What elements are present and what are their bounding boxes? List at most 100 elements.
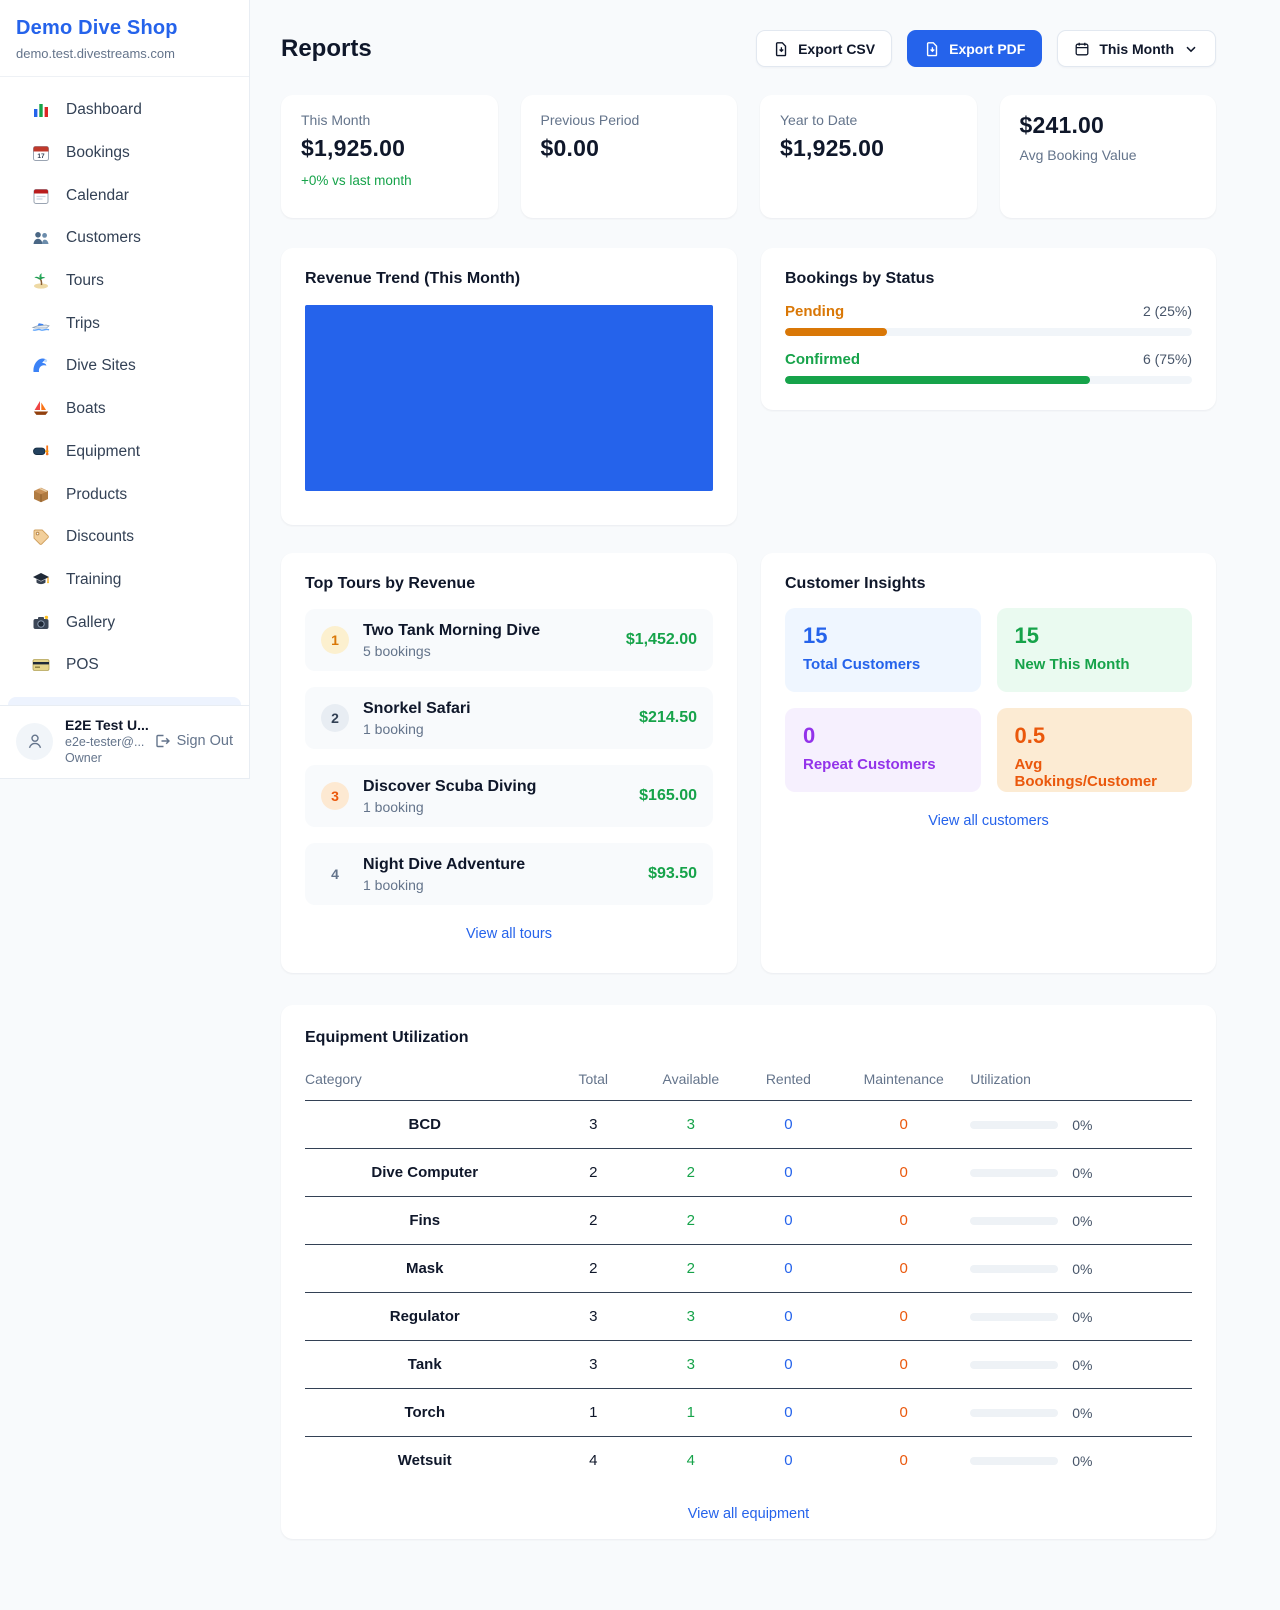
- utilization-bar: [970, 1168, 1059, 1177]
- rank-badge: 2: [321, 704, 349, 732]
- table-row: Fins 2 2 0 0 0%: [305, 1196, 1192, 1245]
- status-bar-confirmed: [785, 376, 1192, 384]
- file-download-icon: [927, 41, 938, 56]
- tour-bookings: 1 booking: [363, 720, 424, 737]
- user-role: Owner: [65, 751, 102, 765]
- calendar-date-icon: 17: [31, 143, 51, 163]
- table-row: Torch 1 1 0 0 0%: [305, 1388, 1192, 1437]
- table-row: Regulator 3 3 0 0 0%: [305, 1292, 1192, 1341]
- tile-total-customers: 15 Total Customers: [785, 608, 981, 692]
- tour-row[interactable]: 2 Snorkel Safari 1 booking $214.50: [305, 687, 713, 749]
- person-icon: [28, 734, 41, 749]
- tour-name: Two Tank Morning Dive: [363, 621, 541, 639]
- stat-cards: This Month $1,925.00 +0% vs last month P…: [281, 95, 1216, 218]
- tile-new-this-month: 15 New This Month: [996, 608, 1192, 692]
- credit-card-icon: [31, 655, 51, 675]
- users-icon: [31, 228, 51, 248]
- charts-row: Revenue Trend (This Month) Bookings by S…: [281, 248, 1216, 525]
- graduation-cap-icon: [31, 570, 51, 590]
- utilization-bar: [970, 1360, 1059, 1369]
- status-label: Confirmed: [785, 351, 860, 368]
- tour-row[interactable]: 1 Two Tank Morning Dive 5 bookings $1,45…: [305, 609, 713, 671]
- shop-domain: demo.test.divestreams.com: [16, 46, 175, 61]
- tour-amount: $214.50: [639, 709, 697, 726]
- shop-name[interactable]: Demo Dive Shop: [16, 17, 178, 39]
- customer-insights-card: Customer Insights 15 Total Customers 15 …: [761, 553, 1216, 973]
- sidebar-item-pos[interactable]: POS: [8, 644, 241, 687]
- svg-text:17: 17: [37, 153, 45, 160]
- revenue-trend-title: Revenue Trend (This Month): [305, 270, 521, 287]
- table-row: BCD 3 3 0 0 0%: [305, 1100, 1192, 1149]
- view-all-tours-link[interactable]: View all tours: [466, 926, 552, 942]
- tour-name: Night Dive Adventure: [363, 855, 526, 873]
- tag-icon: [31, 527, 51, 547]
- view-all-equipment-link[interactable]: View all equipment: [687, 1505, 810, 1522]
- sailboat-icon: [31, 399, 51, 419]
- view-all-customers-link[interactable]: View all customers: [928, 813, 1049, 829]
- main-content: Reports Export CSV Export PDF This Month: [281, 0, 1216, 1539]
- utilization-bar: [970, 1264, 1059, 1273]
- brand[interactable]: Demo Dive Shop demo.test.divestreams.com: [0, 0, 249, 77]
- sidebar-item-training[interactable]: Training: [8, 559, 241, 602]
- bookings-by-status-title: Bookings by Status: [785, 270, 935, 287]
- status-bar-pending: [785, 328, 1192, 336]
- sidebar-item-bookings[interactable]: 17 Bookings: [8, 132, 241, 175]
- user-panel: E2E Test U... e2e-tester@... Owner Sign …: [0, 705, 249, 778]
- tour-row[interactable]: 4 Night Dive Adventure 1 booking $93.50: [305, 843, 713, 905]
- tour-name: Discover Scuba Diving: [363, 777, 537, 795]
- tile-avg-bookings-customer: 0.5 Avg Bookings/Customer: [996, 708, 1192, 792]
- stat-card-year-to-date: Year to Date $1,925.00: [760, 95, 977, 218]
- sidebar-item-products[interactable]: Products: [8, 473, 241, 516]
- tour-name: Snorkel Safari: [363, 699, 471, 717]
- island-icon: [31, 271, 51, 291]
- sidebar-item-gallery[interactable]: Gallery: [8, 601, 241, 644]
- tour-amount: $165.00: [639, 787, 697, 804]
- equipment-table: Category Total Available Rented Maintena…: [305, 1063, 1192, 1485]
- chevron-down-icon: [1186, 46, 1196, 52]
- sidebar-item-tours[interactable]: Tours: [8, 260, 241, 303]
- sidebar: Demo Dive Shop demo.test.divestreams.com…: [0, 0, 250, 779]
- period-select[interactable]: This Month: [1057, 30, 1216, 67]
- status-row-confirmed: Confirmed 6 (75%): [785, 351, 1192, 368]
- speedboat-icon: [31, 314, 51, 334]
- page-title: Reports: [281, 34, 372, 62]
- equipment-table-header: Category Total Available Rented Maintena…: [305, 1063, 1192, 1101]
- table-row: Wetsuit 4 4 0 0 0%: [397, 1452, 1093, 1470]
- table-row: Mask 2 2 0 0 0%: [305, 1244, 1192, 1293]
- sidebar-item-calendar[interactable]: Calendar: [8, 174, 241, 217]
- sidebar-item-trips[interactable]: Trips: [8, 302, 241, 345]
- file-download-icon: [775, 41, 787, 56]
- export-csv-button[interactable]: Export CSV: [756, 30, 893, 67]
- export-pdf-button[interactable]: Export PDF: [907, 30, 1043, 67]
- sidebar-item-dive-sites[interactable]: Dive Sites: [8, 345, 241, 388]
- utilization-bar: [970, 1456, 1059, 1465]
- status-bar-fill: [785, 376, 1091, 384]
- sidebar-item-equipment[interactable]: Equipment: [8, 431, 241, 474]
- tile-repeat-customers: 0 Repeat Customers: [785, 708, 981, 792]
- sign-out-icon: [155, 734, 170, 748]
- tour-bookings: 1 booking: [363, 876, 424, 893]
- sidebar-item-dashboard[interactable]: Dashboard: [8, 89, 241, 132]
- stat-card-avg-booking-value: $241.00 Avg Booking Value: [999, 95, 1216, 218]
- package-icon: [31, 485, 51, 505]
- utilization-bar: [970, 1408, 1059, 1417]
- status-row-pending: Pending 2 (25%): [785, 303, 1192, 320]
- wave-icon: [31, 356, 51, 376]
- insight-tiles: 15 Total Customers 15 New This Month 0 R…: [785, 608, 1192, 792]
- table-row: Tank 3 3 0 0 0%: [305, 1340, 1192, 1389]
- status-count: 2 (25%): [1142, 303, 1192, 319]
- sidebar-item-boats[interactable]: Boats: [8, 388, 241, 431]
- tour-amount: $93.50: [648, 865, 697, 882]
- tour-amount: $1,452.00: [625, 631, 697, 648]
- utilization-bar: [970, 1216, 1059, 1225]
- sidebar-item-customers[interactable]: Customers: [8, 217, 241, 260]
- status-bar-fill: [785, 328, 887, 336]
- customer-insights-title: Customer Insights: [785, 575, 926, 592]
- status-label: Pending: [785, 303, 845, 320]
- equipment-utilization-card: Equipment Utilization Category Total Ava…: [281, 1005, 1216, 1539]
- tour-row[interactable]: 3 Discover Scuba Diving 1 booking $165.0…: [305, 765, 713, 827]
- sidebar-item-discounts[interactable]: Discounts: [8, 516, 241, 559]
- sign-out-button[interactable]: Sign Out: [154, 733, 233, 749]
- rank-badge: 4: [331, 866, 339, 882]
